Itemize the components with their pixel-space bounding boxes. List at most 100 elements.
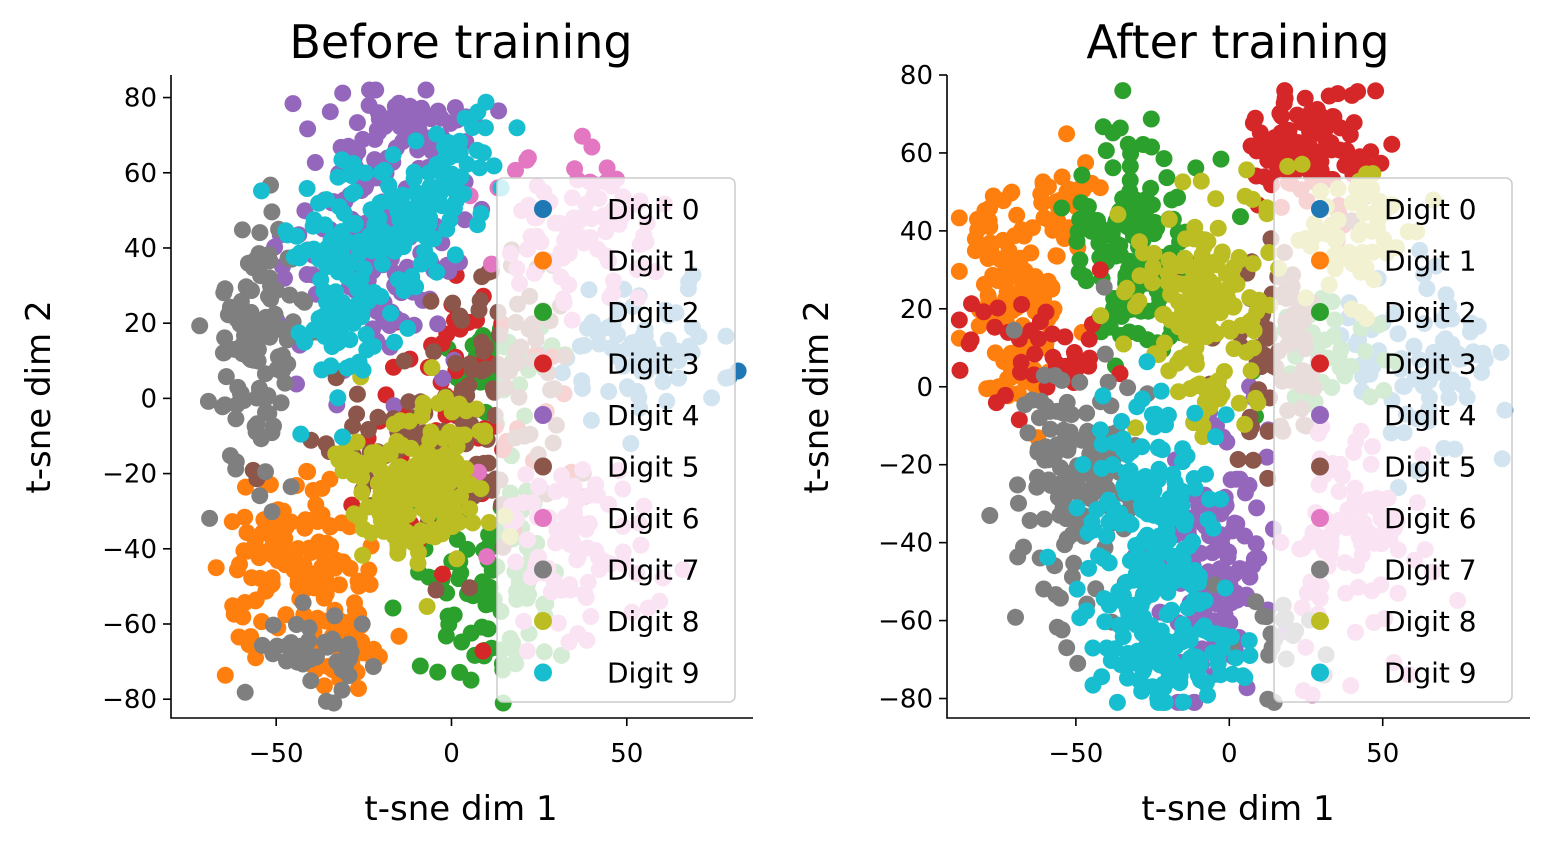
point-digit-8 — [1258, 205, 1276, 223]
point-digit-9 — [1163, 601, 1181, 619]
legend: Digit 0 Digit 1 Digit 2 Digit 3 Digit 4 Digit… — [496, 177, 736, 703]
point-digit-3 — [1383, 135, 1401, 153]
point-digit-2 — [1169, 189, 1186, 207]
point-digit-7 — [1021, 512, 1039, 529]
point-digit-7 — [340, 667, 358, 684]
point-digit-9 — [1152, 382, 1170, 400]
y-tick-label: 60 — [900, 139, 933, 169]
legend-marker — [1311, 406, 1329, 424]
point-digit-9 — [318, 191, 335, 209]
point-digit-1 — [1013, 221, 1031, 239]
point-digit-3 — [1272, 139, 1290, 157]
point-digit-1 — [276, 556, 294, 574]
point-digit-9 — [1200, 490, 1218, 508]
point-digit-8 — [1242, 362, 1260, 380]
legend-label: Digit 9 — [1384, 657, 1477, 690]
legend-marker — [1311, 354, 1329, 373]
point-digit-9 — [330, 198, 348, 216]
point-digit-9 — [1152, 693, 1170, 711]
point-digit-5 — [447, 354, 465, 372]
legend-marker — [534, 354, 552, 373]
point-digit-1 — [324, 554, 342, 572]
x-tick-label: 50 — [1366, 739, 1399, 769]
point-digit-7 — [236, 683, 254, 701]
point-digit-7 — [199, 392, 217, 410]
point-digit-9 — [1122, 471, 1140, 489]
point-digit-8 — [1249, 394, 1267, 412]
point-digit-8 — [1092, 307, 1110, 325]
point-digit-7 — [256, 365, 274, 383]
point-digit-9 — [334, 293, 352, 311]
point-digit-9 — [1224, 665, 1241, 683]
point-digit-9 — [1150, 460, 1168, 478]
legend-marker — [1311, 663, 1329, 682]
point-digit-3 — [1273, 107, 1290, 125]
point-digit-8 — [1182, 258, 1200, 276]
point-digit-3 — [1259, 151, 1277, 169]
x-axis-label: t-sne dim 1 — [364, 789, 557, 829]
point-digit-7 — [273, 347, 291, 364]
point-digit-9 — [382, 304, 400, 322]
point-digit-7 — [1028, 478, 1046, 496]
legend-marker — [1311, 509, 1329, 527]
point-digit-3 — [987, 394, 1005, 412]
point-digit-9 — [1159, 406, 1177, 424]
legend-marker — [1311, 200, 1329, 218]
point-digit-7 — [1078, 404, 1096, 422]
point-digit-3 — [960, 335, 978, 353]
point-digit-1 — [350, 680, 367, 697]
point-digit-7 — [268, 637, 286, 655]
point-digit-5 — [471, 292, 489, 309]
point-digit-2 — [1104, 124, 1122, 142]
point-digit-9 — [421, 250, 439, 268]
point-digit-9 — [358, 341, 376, 359]
point-digit-5 — [427, 581, 445, 599]
point-digit-7 — [293, 291, 311, 309]
point-digit-9 — [1150, 438, 1168, 456]
point-digit-7 — [216, 396, 234, 414]
point-digit-9 — [1119, 669, 1136, 687]
point-digit-8 — [1187, 272, 1205, 290]
point-digit-8 — [403, 485, 421, 503]
point-digit-9 — [298, 180, 316, 197]
legend-marker — [534, 457, 552, 476]
point-digit-3 — [1312, 153, 1330, 171]
point-digit-8 — [362, 524, 380, 542]
point-digit-3 — [1080, 357, 1098, 375]
point-digit-3 — [1111, 365, 1129, 383]
legend-label: Digit 4 — [607, 399, 700, 432]
point-digit-8 — [399, 506, 417, 524]
point-digit-8 — [1209, 372, 1227, 390]
point-digit-9 — [399, 319, 417, 337]
point-digit-1 — [969, 221, 987, 239]
point-digit-2 — [440, 615, 458, 633]
point-digit-8 — [1160, 251, 1178, 269]
y-tick-label: 0 — [916, 373, 933, 403]
point-digit-9 — [1197, 674, 1215, 692]
point-digit-9 — [1241, 647, 1259, 664]
legend-label: Digit 3 — [1384, 348, 1477, 381]
point-digit-5 — [453, 381, 471, 399]
point-digit-7 — [227, 460, 245, 478]
point-digit-9 — [288, 227, 306, 245]
legend-label: Digit 2 — [607, 296, 700, 329]
point-digit-2 — [1158, 169, 1176, 187]
point-digit-4 — [385, 397, 403, 415]
point-digit-9 — [1039, 548, 1057, 566]
point-digit-9 — [322, 357, 340, 375]
point-digit-7 — [340, 635, 358, 653]
y-tick-label: −40 — [878, 529, 933, 559]
point-digit-3 — [1321, 136, 1339, 154]
point-digit-9 — [356, 164, 374, 182]
point-digit-9 — [384, 146, 402, 164]
point-digit-9 — [1167, 638, 1184, 656]
point-digit-7 — [233, 221, 251, 239]
legend-label: Digit 8 — [1384, 605, 1477, 638]
point-digit-3 — [1301, 123, 1319, 141]
point-digit-9 — [394, 238, 412, 256]
point-digit-5 — [360, 421, 377, 438]
point-digit-2 — [429, 663, 447, 681]
point-digit-3 — [1349, 83, 1367, 101]
point-digit-9 — [1113, 413, 1131, 430]
point-digit-1 — [230, 628, 248, 646]
